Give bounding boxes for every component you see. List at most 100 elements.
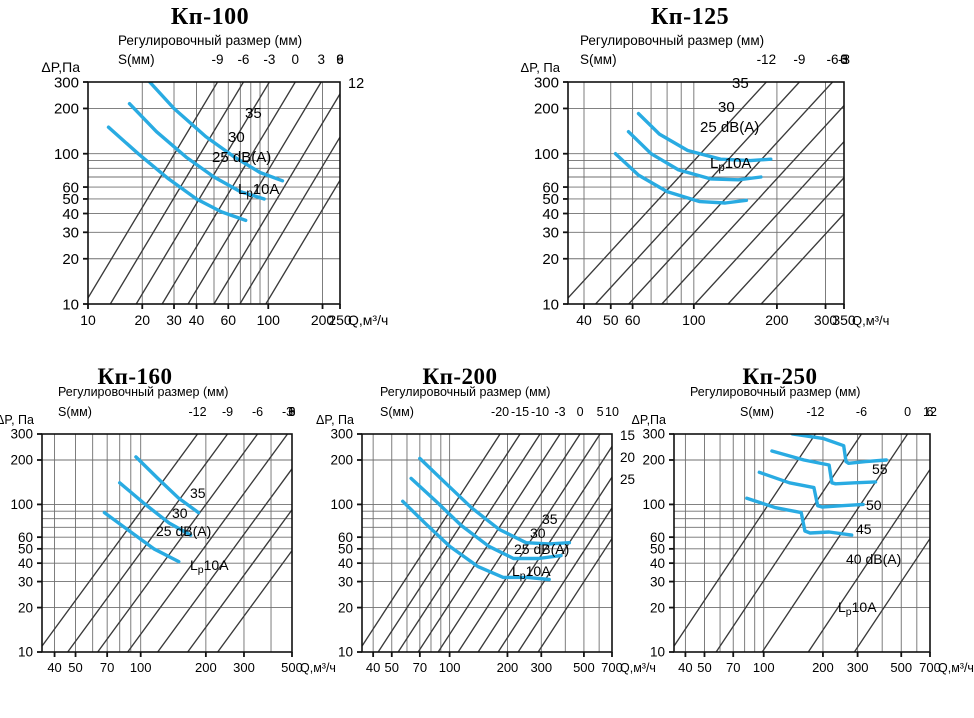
s-value-label: -3	[838, 52, 850, 67]
noise-curve	[626, 130, 763, 182]
y-tick-label: 50	[18, 542, 33, 557]
y-tick-label: 300	[534, 74, 559, 91]
x-tick-label: 300	[847, 660, 869, 675]
noise-level-label: 25 dB(A)	[212, 149, 271, 166]
chart-card-kp-160: Кп-160 10 20 30 40 50 60 100 200 300 40 50 70 100 200…	[0, 358, 336, 718]
x-tick-label: 350	[832, 312, 856, 328]
x-tick-label: 30	[166, 312, 182, 328]
s-value-label: 9	[336, 52, 344, 67]
x-axis: 40 50 70 100 200 300 500 700	[366, 652, 623, 675]
y-tick-label: 200	[330, 453, 353, 468]
s-value-label: -9	[793, 52, 805, 67]
s-value-label: 0	[289, 405, 296, 419]
s-mm-label: S(мм)	[58, 405, 92, 419]
plot-frame	[361, 433, 613, 653]
y-tick-label: 30	[338, 574, 353, 589]
y-tick-label: 60	[338, 530, 353, 545]
y-tick-label: 200	[10, 453, 33, 468]
s-value-label: -12	[757, 52, 777, 67]
s-value-label: -12	[189, 405, 207, 419]
s-mm-label: S(мм)	[118, 52, 155, 67]
noise-level-label: 25 dB(A)	[156, 523, 211, 539]
s-value-label: 0	[292, 52, 300, 67]
s-value-label: 6	[289, 405, 296, 419]
y-axis-title: ΔP, Па	[316, 413, 354, 427]
y-tick-label: 100	[330, 497, 353, 512]
lp10a-label: Lp10A	[190, 557, 229, 576]
s-value-label: 12	[923, 405, 937, 419]
adjustment-size-caption: Регулировочный размер (мм)	[58, 385, 228, 399]
chart-title-kp-160: Кп-160	[97, 364, 173, 389]
x-tick-label: 100	[682, 312, 706, 328]
noise-level-label: 40 dB(A)	[846, 551, 901, 567]
y-tick-label: 50	[542, 191, 559, 208]
chart-card-kp-100: Кп-100 10 20 30 40 50 60 100 200 300 10 20 30 40 60 10…	[40, 0, 460, 350]
lp10a-label: Lp10A	[512, 563, 551, 582]
y-tick-label: 30	[542, 225, 559, 242]
chart-title-kp-250: Кп-250	[742, 364, 818, 389]
x-axis-title: Q,м³/ч	[852, 313, 889, 328]
chart-card-kp-250: Кп-250 10 20 30 40 50 60 100 200 300 40 50 70 100 200…	[630, 358, 974, 718]
chart-title-kp-200: Кп-200	[422, 364, 498, 389]
s-size-diagonal-lines	[568, 82, 844, 304]
x-axis-title: Q,м³/ч	[348, 312, 388, 328]
y-tick-label: 300	[54, 74, 79, 91]
s-value-label: -6	[237, 52, 249, 67]
s-size-diagonal-lines	[362, 434, 612, 652]
y-tick-label: 10	[338, 645, 353, 660]
x-tick-label: 500	[281, 660, 303, 675]
s-size-diagonal-lines	[674, 434, 930, 652]
s-mm-label: S(мм)	[580, 52, 617, 67]
y-tick-label: 40	[18, 556, 33, 571]
s-value-label: -10	[531, 405, 549, 419]
s-value-label: -9	[222, 405, 233, 419]
s-value-label: 0	[840, 52, 848, 67]
grid-lines	[42, 434, 292, 652]
noise-curve	[106, 125, 248, 223]
x-tick-label: 700	[601, 660, 623, 675]
x-tick-label: 50	[697, 660, 711, 675]
s-value-label: -9	[212, 52, 224, 67]
x-axis: 40 50 70 100 200 300 500	[47, 652, 303, 675]
x-axis-title: Q,м³/ч	[300, 661, 336, 675]
noise-curve	[118, 481, 193, 537]
noise-level-label: 35	[190, 485, 206, 501]
noise-curve	[127, 102, 266, 201]
y-tick-label: 100	[54, 146, 79, 163]
s-value-label: 10	[605, 405, 619, 419]
noise-level-label: 30	[172, 505, 188, 521]
y-tick-label: 50	[338, 542, 353, 557]
s-value-label-right: 15	[620, 428, 635, 443]
adjustment-size-caption: Регулировочный размер (мм)	[690, 385, 860, 399]
x-tick-label: 100	[130, 660, 152, 675]
x-tick-label: 500	[573, 660, 595, 675]
chart-plot-kp-250: 10 20 30 40 50 60 100 200 300 40 50 70 100 200 300 500 7…	[630, 358, 974, 718]
x-tick-label: 70	[726, 660, 740, 675]
x-tick-label: 40	[189, 312, 205, 328]
noise-level-label: 30	[530, 525, 546, 541]
x-tick-label: 50	[385, 660, 399, 675]
y-tick-label: 60	[18, 530, 33, 545]
x-tick-label: 20	[134, 312, 150, 328]
noise-curve	[745, 496, 854, 537]
s-value-label: -6	[827, 52, 839, 67]
plot-frame	[567, 81, 845, 305]
y-tick-label: 60	[62, 179, 79, 196]
grid-lines	[88, 82, 340, 304]
x-tick-label: 100	[257, 312, 281, 328]
s-mm-label: S(мм)	[380, 405, 414, 419]
x-tick-label: 100	[439, 660, 461, 675]
plot-frame	[87, 81, 341, 305]
x-tick-label: 70	[100, 660, 114, 675]
adjustment-size-caption: Регулировочный размер (мм)	[580, 33, 764, 48]
y-tick-label: 20	[650, 600, 665, 615]
lp10a-label: Lp10A	[838, 599, 877, 618]
x-tick-label: 40	[576, 312, 592, 328]
plot-frame	[41, 433, 293, 653]
